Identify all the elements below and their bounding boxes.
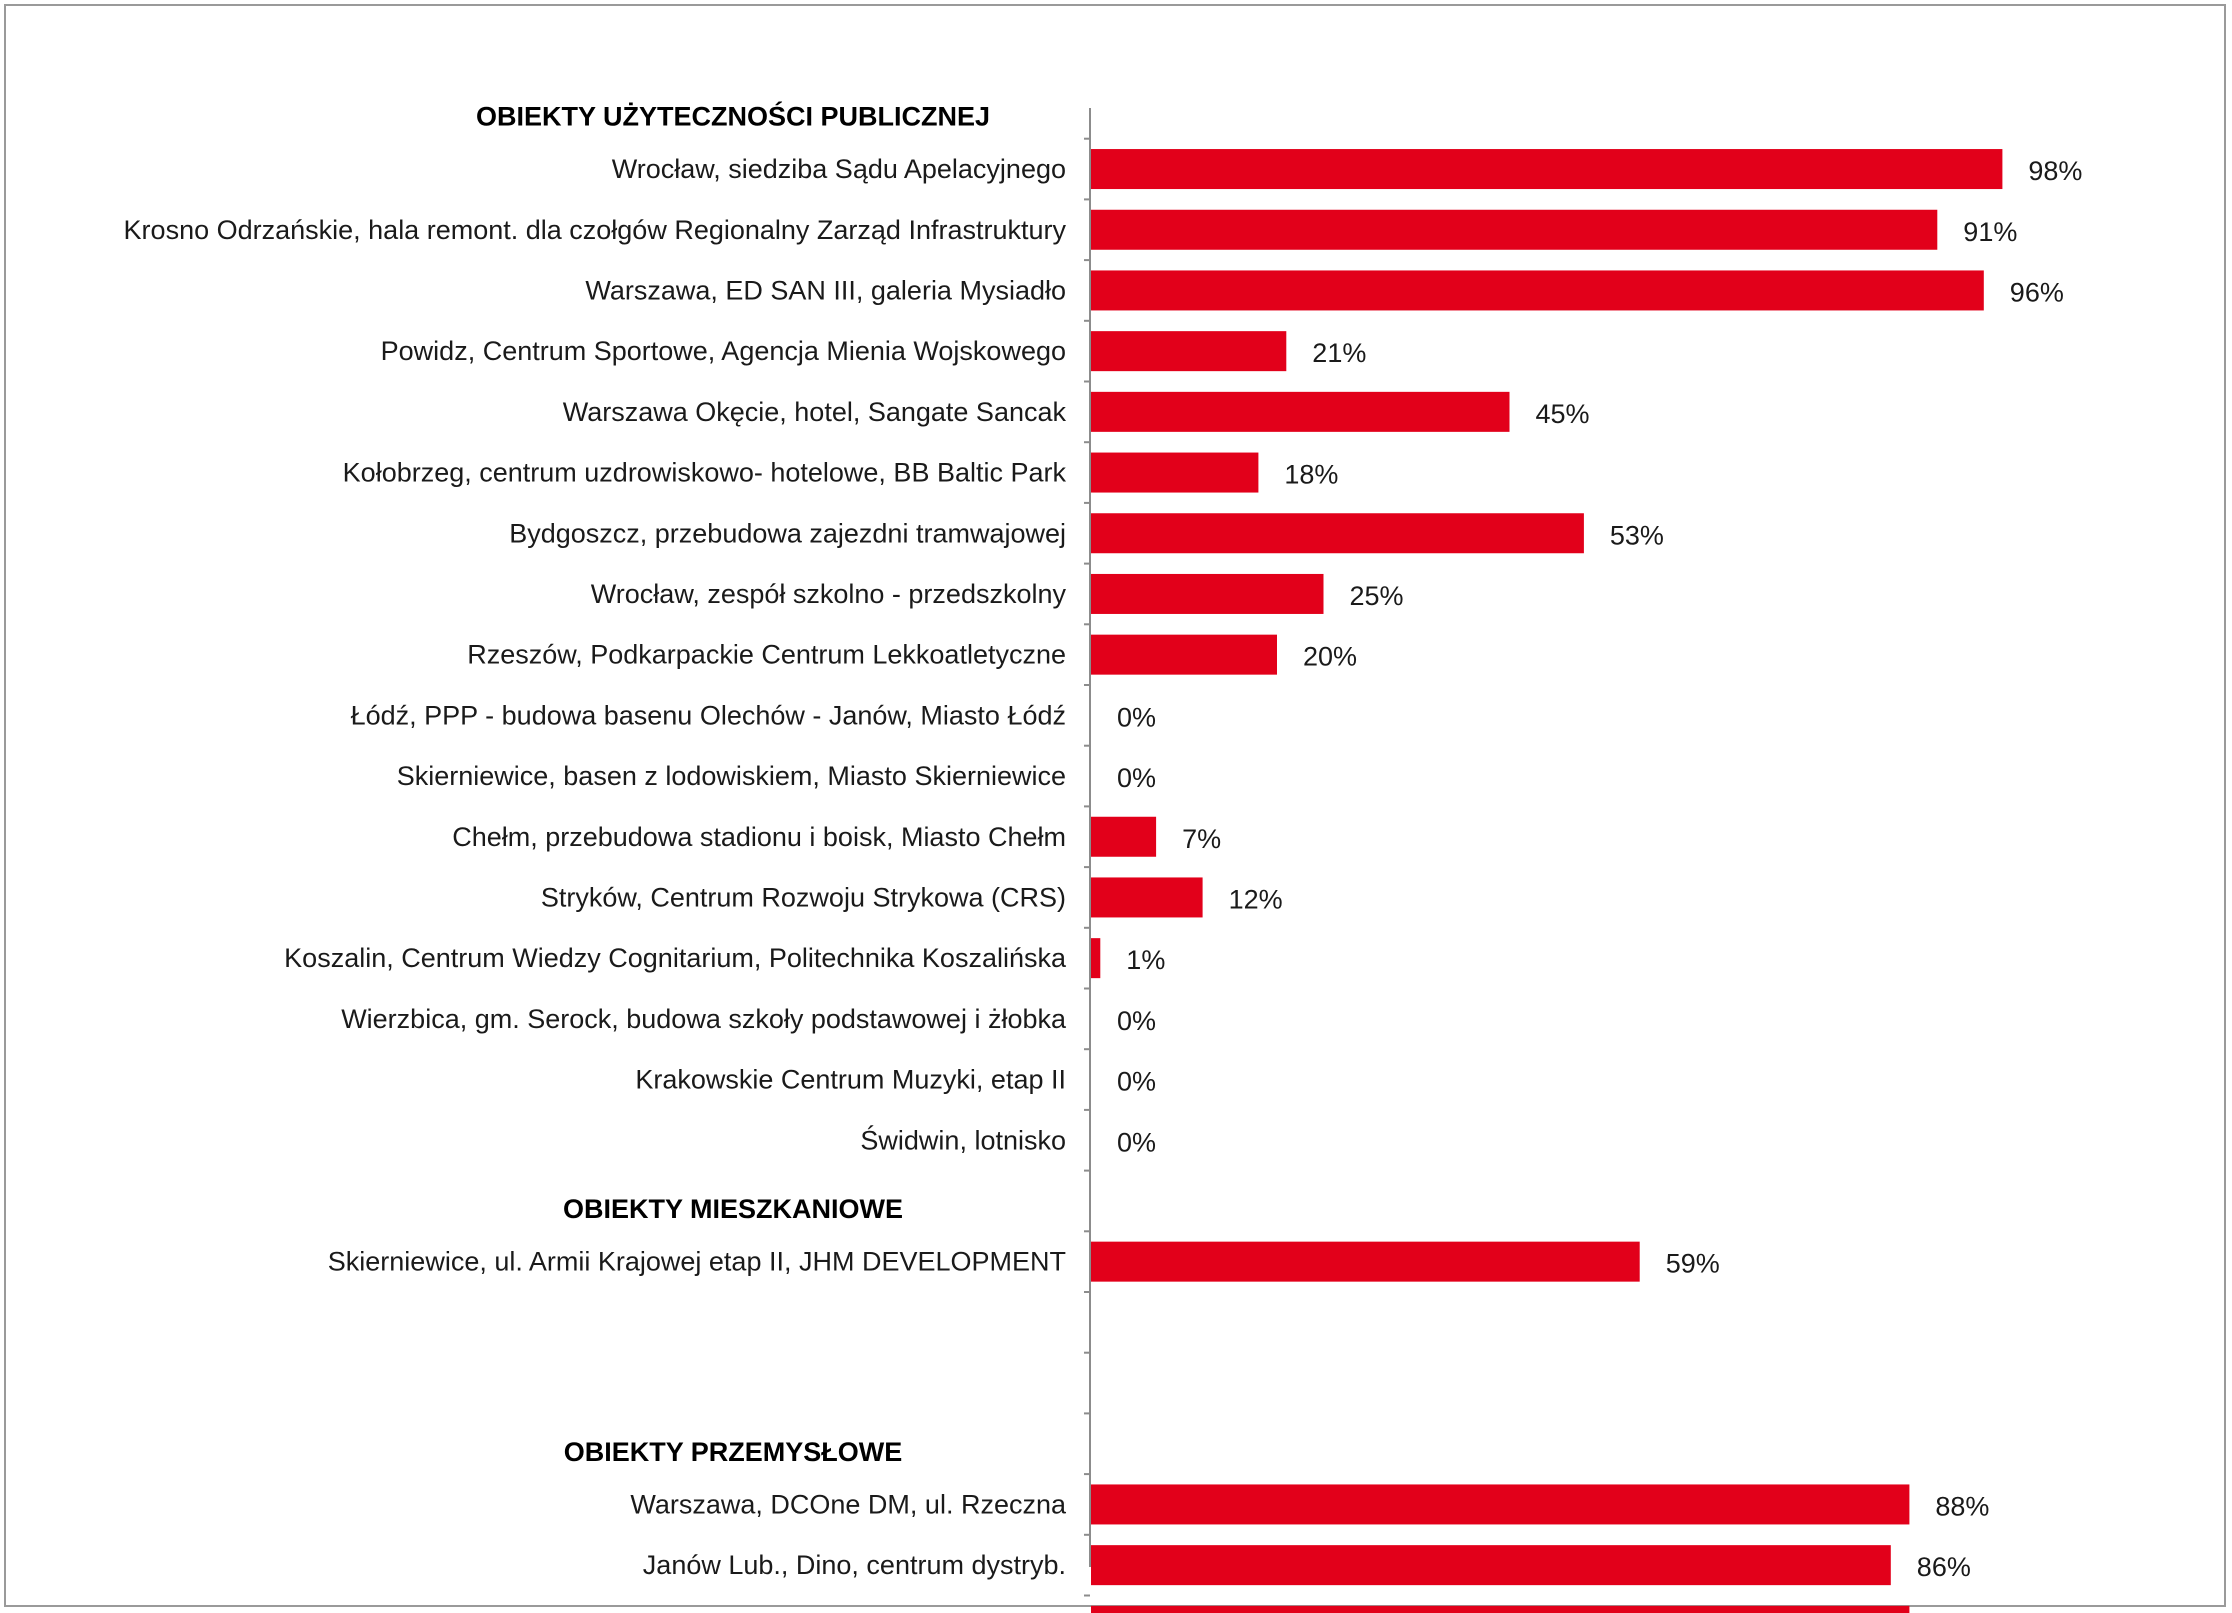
category-label: Warszawa Okęcie, hotel, Sangate Sancak (563, 397, 1067, 427)
category-label: Warszawa, DCOne DM, ul. Rzeczna (630, 1489, 1067, 1519)
data-label: 12% (1229, 884, 1283, 914)
category-label: Skierniewice, basen z lodowiskiem, Miast… (397, 761, 1066, 791)
data-label: 7% (1182, 824, 1221, 854)
bar (1091, 877, 1203, 918)
category-label: Krakowskie Centrum Muzyki, etap II (635, 1065, 1066, 1095)
data-label: 53% (1610, 520, 1664, 550)
data-label: 98% (2028, 156, 2082, 186)
category-label: Stryków, Centrum Rozwoju Strykowa (CRS) (541, 882, 1066, 912)
bar (1091, 1605, 1910, 1613)
data-label: 96% (2010, 277, 2064, 307)
bar (1091, 634, 1277, 675)
bar (1091, 938, 1101, 979)
bar (1091, 270, 1984, 311)
bar (1091, 149, 2003, 190)
group-heading: OBIEKTY PRZEMYSŁOWE (564, 1437, 903, 1467)
data-label: 86% (1917, 1552, 1971, 1582)
category-label: Kołobrzeg, centrum uzdrowiskowo- hotelow… (343, 458, 1067, 488)
data-label: 91% (1963, 217, 2017, 247)
category-label: Janów Lub., Dino, centrum dystryb. (643, 1550, 1066, 1580)
category-label: Koszalin, Centrum Wiedzy Cognitarium, Po… (284, 943, 1067, 973)
data-label: 21% (1312, 338, 1366, 368)
data-label: 88% (1935, 1491, 1989, 1521)
category-label: Wrocław, zespół szkolno - przedszkolny (591, 579, 1067, 609)
data-label: 59% (1666, 1249, 1720, 1279)
data-label: 1% (1126, 945, 1165, 975)
group-heading: OBIEKTY MIESZKANIOWE (563, 1194, 903, 1224)
data-label: 18% (1284, 460, 1338, 490)
data-label: 20% (1303, 642, 1357, 672)
bar (1091, 1484, 1910, 1525)
data-label: 0% (1117, 702, 1156, 732)
category-label: Rzeszów, Podkarpackie Centrum Lekkoatlet… (467, 640, 1066, 670)
group-heading: OBIEKTY UŻYTECZNOŚCI PUBLICZNEJ (476, 100, 990, 131)
bar (1091, 452, 1259, 493)
bar (1091, 816, 1157, 857)
category-label: Chełm, przebudowa stadionu i boisk, Mias… (452, 822, 1066, 852)
data-label: 45% (1536, 399, 1590, 429)
category-label: Bydgoszcz, przebudowa zajezdni tramwajow… (509, 518, 1066, 548)
category-label: Skierniewice, ul. Armii Krajowej etap II… (328, 1247, 1066, 1277)
bar (1091, 391, 1510, 432)
category-label: Wierzbica, gm. Serock, budowa szkoły pod… (341, 1004, 1067, 1034)
category-label: Świdwin, lotnisko (860, 1123, 1066, 1155)
bar (1091, 573, 1324, 614)
bar (1091, 1545, 1891, 1586)
data-label: 0% (1117, 1006, 1156, 1036)
data-label: 25% (1350, 581, 1404, 611)
bar (1091, 209, 1938, 250)
category-label: Wrocław, siedziba Sądu Apelacyjnego (612, 154, 1066, 184)
bar (1091, 1241, 1640, 1282)
bar (1091, 331, 1287, 372)
category-label: Krosno Odrzańskie, hala remont. dla czoł… (124, 215, 1067, 245)
category-label: Łódź, PPP - budowa basenu Olechów - Janó… (351, 700, 1066, 730)
bar (1091, 513, 1584, 554)
category-label: Powidz, Centrum Sportowe, Agencja Mienia… (381, 336, 1066, 366)
data-label: 0% (1117, 1127, 1156, 1157)
data-label: 0% (1117, 1067, 1156, 1097)
category-label: Warszawa, ED SAN III, galeria Mysiadło (585, 275, 1066, 305)
data-label: 0% (1117, 763, 1156, 793)
category-label: Kaliszki, gm. Biała Piska, Dino, centrum… (418, 1611, 1066, 1613)
